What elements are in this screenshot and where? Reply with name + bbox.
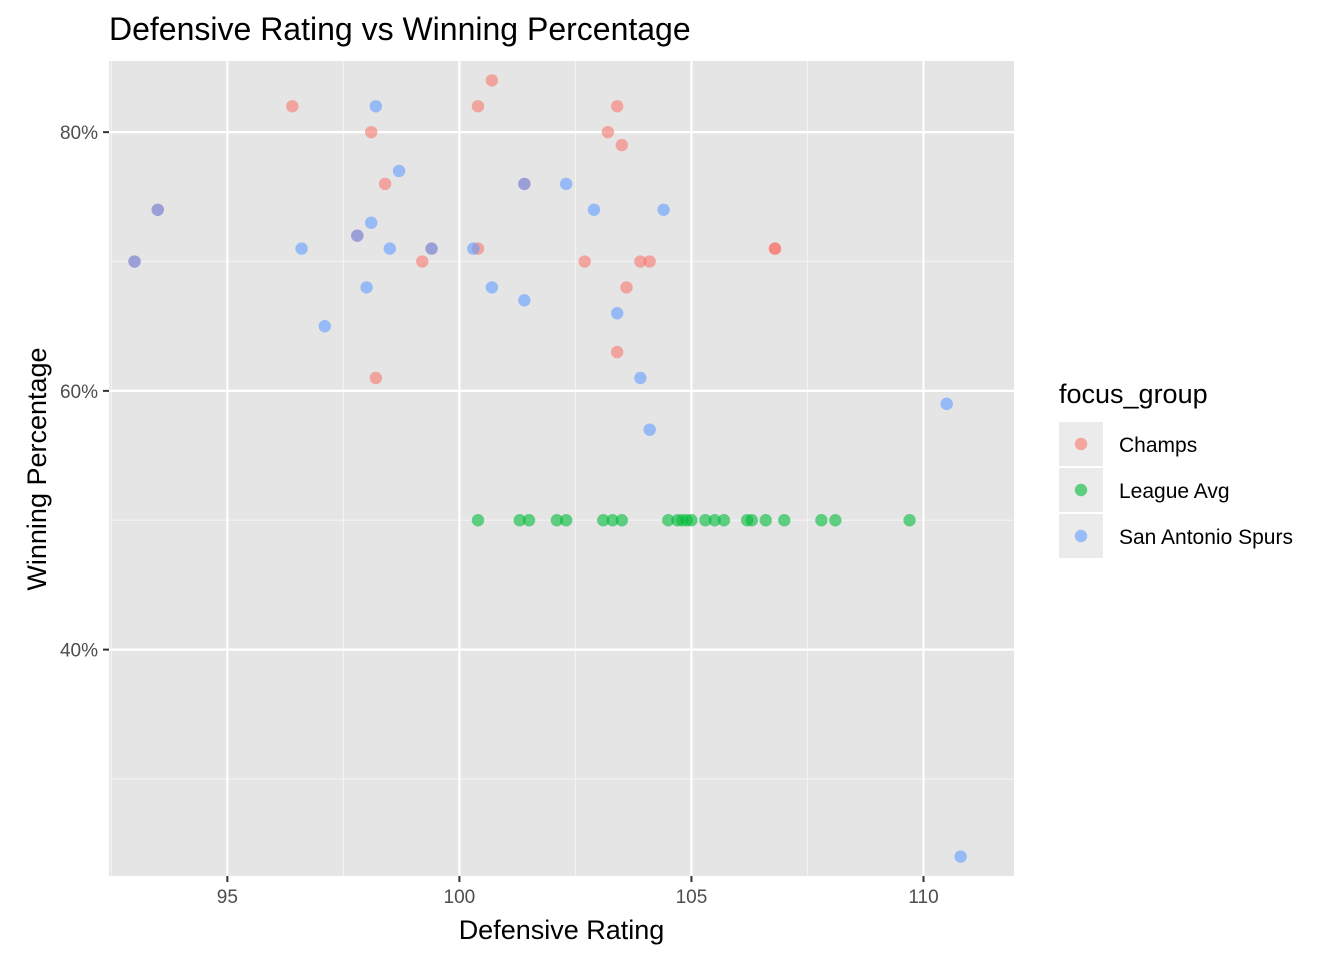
data-point	[634, 371, 647, 385]
data-point	[518, 177, 531, 191]
x-tick-label: 95	[217, 887, 238, 908]
data-point	[717, 514, 731, 527]
data-point	[768, 242, 782, 255]
data-point	[425, 242, 438, 255]
data-point	[318, 319, 332, 333]
data-point	[471, 514, 485, 527]
x-tick-label: 100	[444, 887, 476, 908]
data-point	[610, 100, 624, 113]
data-points	[128, 74, 967, 863]
data-point	[365, 125, 378, 139]
legend: focus_group Champs League Avg San Antonio …	[1059, 379, 1293, 558]
data-point	[954, 850, 967, 863]
data-point	[467, 242, 480, 255]
legend-items: Champs League Avg San Antonio Spurs	[1059, 422, 1293, 558]
data-point	[518, 294, 531, 307]
data-point	[365, 216, 378, 229]
data-point	[940, 397, 953, 411]
data-point	[151, 203, 164, 216]
data-point	[360, 281, 373, 294]
data-point	[513, 514, 526, 527]
data-point	[471, 100, 485, 113]
data-point	[657, 203, 670, 216]
data-point	[295, 242, 308, 255]
data-point	[522, 514, 536, 527]
data-point	[485, 281, 499, 294]
data-point	[634, 255, 647, 268]
data-point	[699, 514, 712, 527]
data-point	[778, 514, 791, 527]
legend-key-point	[1074, 483, 1088, 497]
legend-key-point	[1074, 437, 1088, 451]
data-point	[759, 514, 772, 527]
chart-title: Defensive Rating vs Winning Percentage	[109, 11, 691, 47]
data-point	[416, 255, 429, 268]
x-tick-label: 105	[676, 887, 708, 908]
data-point	[550, 514, 564, 527]
data-point	[559, 514, 573, 527]
x-axis-title: Defensive Rating	[459, 915, 665, 945]
data-point	[708, 514, 721, 527]
data-point	[643, 255, 656, 268]
data-point	[601, 125, 615, 139]
major-gridlines	[109, 61, 1014, 876]
y-tick-label: 60%	[60, 382, 98, 403]
data-point	[559, 177, 573, 191]
legend-label: Champs	[1119, 434, 1197, 457]
data-point	[485, 74, 499, 87]
data-point	[662, 514, 675, 527]
data-point	[615, 138, 629, 152]
x-tick-label: 110	[908, 887, 938, 908]
data-point	[378, 177, 392, 191]
legend-title: focus_group	[1059, 379, 1208, 409]
data-point	[815, 514, 828, 527]
data-point	[685, 514, 698, 527]
data-point	[606, 514, 619, 527]
data-point	[286, 100, 299, 113]
data-point	[369, 371, 383, 385]
data-point	[610, 345, 624, 359]
y-tick-label: 80%	[60, 123, 98, 144]
data-point	[903, 514, 916, 527]
data-point	[615, 514, 629, 527]
axis-ticks	[103, 131, 925, 882]
data-point	[578, 255, 591, 268]
plot-panel	[109, 61, 1014, 876]
data-point	[383, 242, 396, 255]
legend-key-point	[1074, 529, 1088, 543]
data-point	[610, 307, 624, 320]
legend-label: San Antonio Spurs	[1119, 526, 1293, 549]
data-point	[587, 203, 601, 216]
data-point	[597, 514, 610, 527]
legend-label: League Avg	[1119, 480, 1230, 503]
data-point	[369, 100, 383, 113]
data-point	[643, 423, 656, 436]
y-tick-label: 40%	[60, 641, 98, 662]
data-point	[351, 229, 364, 242]
y-axis-title: Winning Percentage	[22, 347, 52, 590]
data-point	[128, 255, 141, 268]
data-point	[620, 281, 633, 294]
data-point	[392, 164, 406, 178]
axis-tick-labels: 95 100 105 110 40% 60% 80%	[60, 123, 939, 908]
data-point	[745, 514, 758, 527]
data-point	[829, 514, 842, 527]
